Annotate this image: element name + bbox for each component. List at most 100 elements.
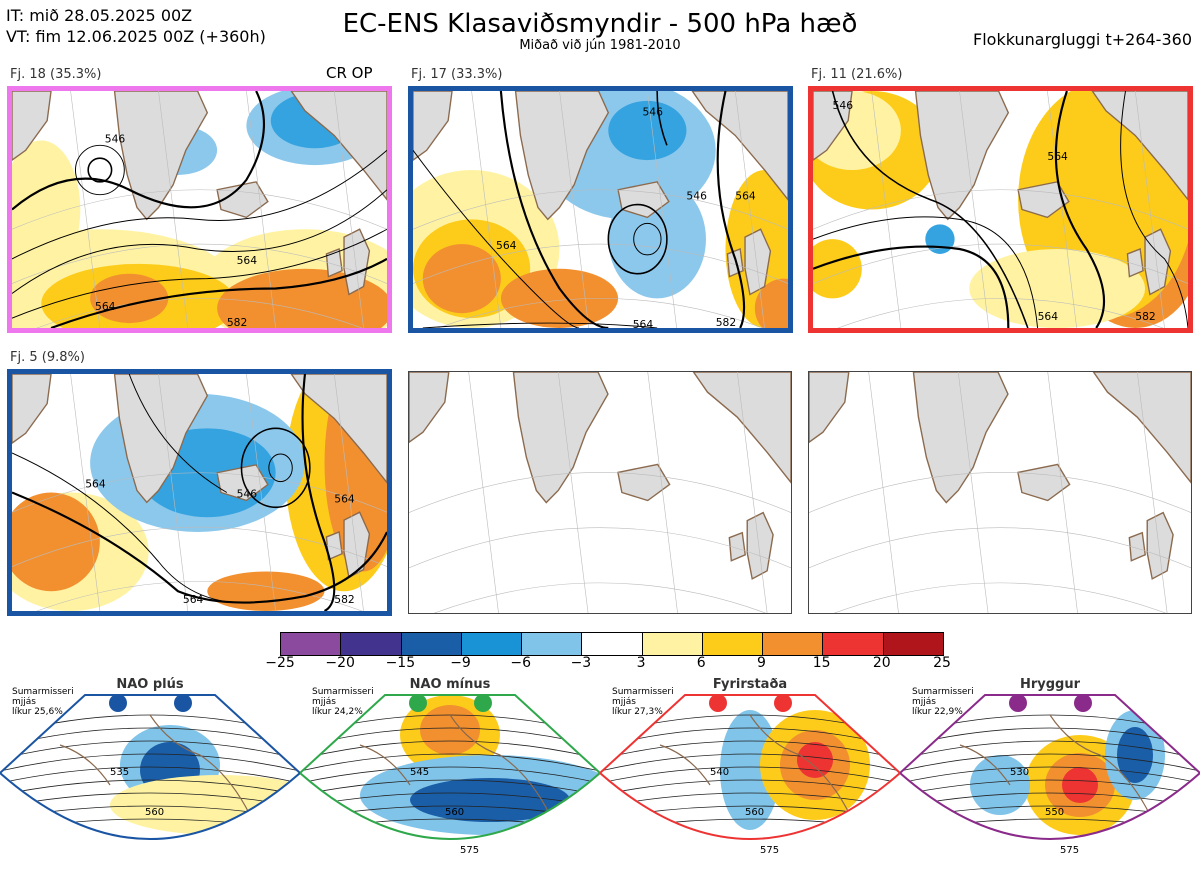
regime-contour	[300, 753, 600, 772]
regime-meta: Sumarmisseri mjjás líkur 22,9%	[912, 687, 974, 717]
regime-contour	[900, 766, 1200, 784]
landmass-britain	[746, 511, 774, 580]
regime-name: Fyrirstaða	[712, 677, 788, 692]
cluster-extra-label: CR OP	[326, 64, 373, 82]
anomaly-area-4	[90, 273, 169, 324]
contour-label-3: 564	[334, 492, 355, 505]
contour-label-1: 564	[237, 254, 258, 267]
latitude-line	[409, 527, 791, 569]
landmass-ireland	[1128, 531, 1147, 562]
valid-time-label: VT: fim 12.06.2025 00Z (+360h)	[6, 27, 266, 46]
latitude-line	[36, 298, 363, 328]
contour-label-2: 564	[183, 593, 204, 606]
cluster-label-1: Fj. 18 (35.3%)	[10, 67, 102, 82]
height-contour-4	[1120, 91, 1188, 328]
anomaly-area-5	[12, 140, 81, 279]
height-contour-3	[633, 222, 662, 256]
longitude-line	[70, 91, 101, 328]
height-contour-3	[1054, 91, 1106, 328]
landmass-britain	[343, 228, 371, 296]
anomaly-area-4	[969, 249, 1146, 328]
regime-contour-label: 575	[760, 845, 779, 856]
page-subtitle: Miðað við jún 1981-2010	[519, 38, 681, 53]
regime-coast	[959, 744, 1011, 786]
regime-meta-line: líkur 22,9%	[912, 707, 963, 717]
empty-map-1	[408, 371, 792, 614]
height-contour-4	[716, 91, 746, 328]
map-svg	[809, 372, 1191, 613]
contour-label-4: 582	[334, 593, 354, 606]
colorbar-ticks: −25 −20 −15 −9 −6 −3 3 6 9 15 20 25	[0, 655, 1200, 675]
longitude-line	[868, 372, 899, 613]
regime-coast	[359, 744, 411, 786]
height-contour-0	[413, 149, 580, 328]
landmass-scand	[1091, 91, 1188, 201]
map-svg: 564 546 546 564 564 582	[413, 91, 788, 328]
latitude-line	[833, 582, 1167, 613]
regime-frame	[598, 694, 902, 840]
regime-meta: Sumarmisseri mjjás líkur 25,6%	[12, 687, 74, 717]
regime-map-svg: 535 560	[0, 694, 302, 840]
cluster-label-3: Fj. 11 (21.6%)	[811, 67, 903, 82]
longitude-line	[333, 374, 364, 611]
colorbar-segment	[763, 633, 824, 655]
latitude-line	[437, 298, 764, 328]
contour-label-2: 564	[1038, 310, 1059, 323]
regime-contour-label: 530	[1010, 767, 1029, 778]
height-contour-2	[831, 91, 1029, 328]
regime-frame	[898, 694, 1200, 840]
height-contour-1	[813, 245, 1010, 328]
regime-contour	[300, 766, 600, 784]
regime-coast	[659, 744, 711, 786]
regime-marker-dot	[474, 694, 492, 712]
regime-marker-dot	[1074, 694, 1092, 712]
cluster-map-4: 564 546 564 564 582	[7, 369, 392, 616]
page-title: EC-ENS Klasaviðsmyndir - 500 hPa hæð	[342, 9, 858, 39]
regime-map-svg: 545 560 575	[298, 694, 602, 856]
height-contour-0	[12, 91, 266, 211]
regime-marker-dot	[109, 694, 127, 712]
regime-meta-line: Sumarmisseri	[12, 687, 74, 697]
latitude-line	[813, 189, 1188, 230]
regime-contour	[900, 779, 1200, 796]
colorbar-tick: −6	[510, 655, 532, 671]
landmass-greenland	[514, 91, 610, 221]
regime-anomaly	[797, 742, 833, 778]
colorbar-tick: 25	[933, 655, 951, 671]
regime-meta-line: mjjás	[912, 697, 936, 707]
landmass-britain	[343, 511, 371, 579]
regime-name: NAO plús	[116, 677, 184, 692]
regime-meta-line: mjjás	[312, 697, 336, 707]
height-contour-3	[12, 149, 387, 260]
height-contour-4	[50, 257, 387, 328]
regime-frame	[298, 694, 602, 840]
landmass-canada	[409, 372, 450, 444]
longitude-line	[333, 91, 364, 328]
longitude-line	[158, 91, 189, 328]
contour-label-1: 564	[1047, 150, 1068, 163]
height-contour-0	[813, 216, 1039, 328]
landmass-canada	[813, 91, 853, 161]
colorbar-segment	[702, 633, 764, 655]
landmass-britain	[1146, 511, 1174, 580]
height-contour-4	[301, 374, 336, 611]
latitude-line	[12, 243, 387, 284]
latitude-line	[809, 527, 1191, 569]
regime-coast	[149, 714, 251, 816]
regime-contour-label: 545	[410, 767, 429, 778]
colorbar-tick: −25	[265, 655, 295, 671]
latitude-line	[837, 298, 1164, 328]
regime-anomaly	[420, 705, 480, 755]
regime-contour	[600, 779, 900, 796]
contour-label-4: 564	[633, 318, 654, 328]
regime-contour-label: 560	[445, 807, 464, 818]
longitude-line	[647, 372, 678, 613]
contour-label-0: 564	[85, 478, 106, 491]
regime-contour-label: 575	[460, 845, 479, 856]
regime-contour	[0, 766, 300, 784]
regime-frame	[0, 694, 302, 840]
landmass-britain	[744, 228, 772, 296]
colorbar-tick: −20	[325, 655, 355, 671]
landmass-ireland	[325, 248, 343, 278]
regime-meta-line: líkur 24,2%	[312, 707, 363, 717]
